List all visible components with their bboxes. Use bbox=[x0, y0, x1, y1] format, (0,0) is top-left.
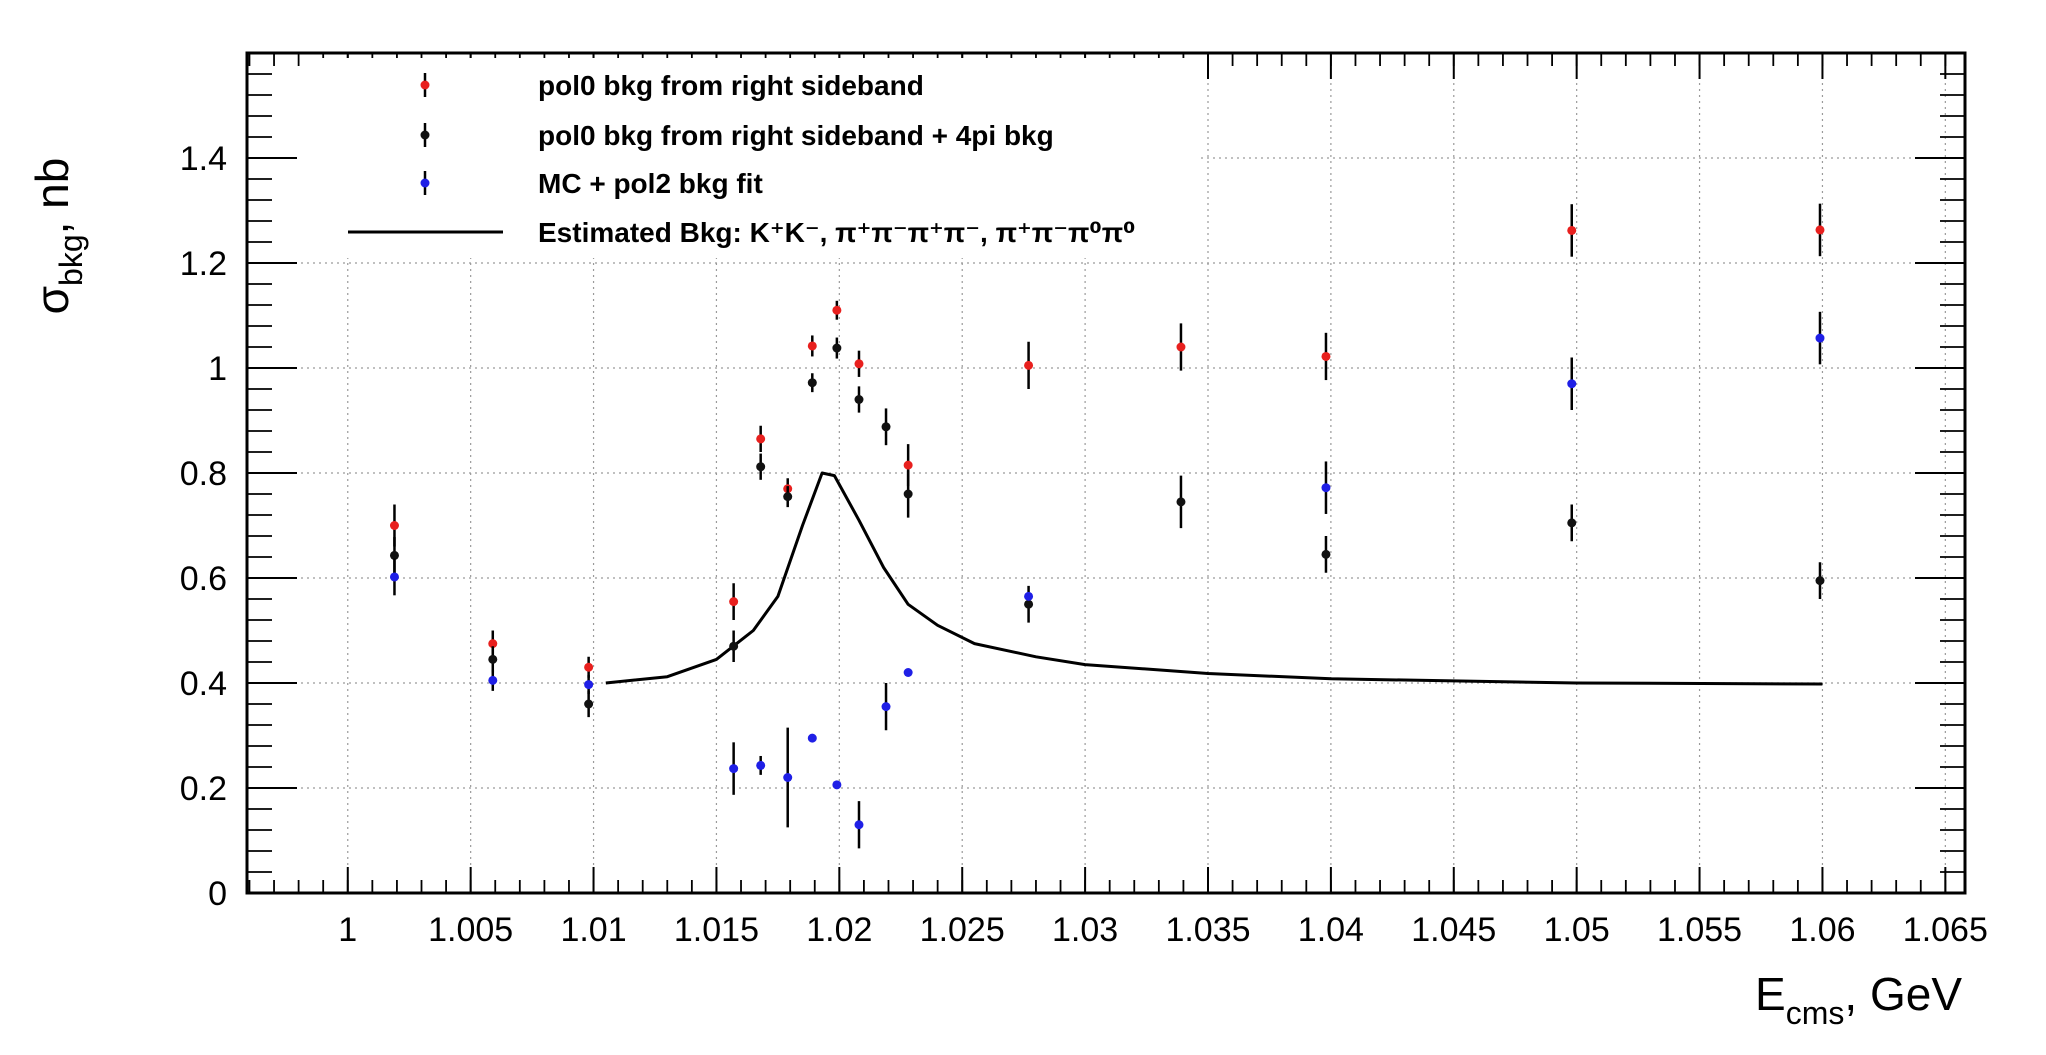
y-tick-label: 0.2 bbox=[180, 770, 227, 808]
y-tick-label: 1.4 bbox=[180, 140, 227, 178]
y-axis-title-main: σ bbox=[26, 286, 78, 314]
x-axis-title: Ecms, GeV bbox=[1755, 968, 1962, 1031]
data-point bbox=[1176, 497, 1186, 507]
x-tick-label: 1.01 bbox=[560, 911, 626, 949]
x-tick-label: 1.02 bbox=[806, 911, 872, 949]
legend-label: Estimated Bkg: K⁺K⁻, π⁺π⁻π⁺π⁻, π⁺π⁻π⁰π⁰ bbox=[538, 217, 1135, 248]
series-2-points bbox=[389, 311, 1825, 849]
y-tick-label: 1 bbox=[208, 350, 227, 388]
data-point bbox=[584, 662, 594, 672]
data-point bbox=[783, 492, 793, 502]
data-point bbox=[807, 378, 817, 388]
data-point bbox=[1024, 599, 1034, 609]
y-tick-label: 0.4 bbox=[180, 665, 227, 703]
x-tick-label: 1.035 bbox=[1165, 911, 1250, 949]
data-point bbox=[807, 341, 817, 351]
data-point bbox=[1024, 360, 1034, 370]
x-axis-title-rest: , GeV bbox=[1844, 968, 1962, 1020]
data-point bbox=[832, 780, 842, 790]
data-point bbox=[807, 733, 817, 743]
x-tick-label: 1.055 bbox=[1657, 911, 1742, 949]
data-point bbox=[1815, 333, 1825, 343]
data-point bbox=[1567, 518, 1577, 528]
data-point bbox=[1176, 342, 1186, 352]
data-point bbox=[832, 343, 842, 353]
x-tick-label: 1.015 bbox=[674, 911, 759, 949]
data-point bbox=[1321, 549, 1331, 559]
data-point bbox=[488, 639, 498, 649]
y-axis-title-sub: bkg bbox=[53, 234, 89, 286]
data-point bbox=[1815, 576, 1825, 586]
data-point bbox=[756, 462, 766, 472]
data-point bbox=[389, 550, 399, 560]
legend-label: pol0 bkg from right sideband + 4pi bkg bbox=[538, 120, 1054, 151]
estimated-bkg-curve-group bbox=[605, 471, 1823, 686]
data-point bbox=[584, 680, 594, 690]
x-tick-label: 1.045 bbox=[1411, 911, 1496, 949]
x-tick-label: 1.065 bbox=[1903, 911, 1988, 949]
data-point bbox=[389, 572, 399, 582]
x-tick-labels: 1 1.005 1.01 1.015 1.02 1.025 1.03 1.035 1.04 1.0… bbox=[338, 911, 1988, 949]
data-point bbox=[584, 699, 594, 709]
y-tick-label: 0 bbox=[208, 875, 227, 913]
legend-background bbox=[300, 58, 1200, 258]
data-point bbox=[1024, 591, 1034, 601]
data-point bbox=[1567, 225, 1577, 235]
data-point bbox=[854, 820, 864, 830]
data-point bbox=[881, 422, 891, 432]
x-tick-label: 1.025 bbox=[920, 911, 1005, 949]
data-point bbox=[729, 641, 739, 651]
data-point bbox=[854, 395, 864, 404]
data-point bbox=[389, 521, 399, 530]
series-0-points bbox=[389, 203, 1825, 678]
estimated-bkg-curve bbox=[605, 471, 1823, 686]
data-point bbox=[1815, 225, 1825, 235]
data-point bbox=[881, 702, 891, 712]
legend-label: pol0 bkg from right sideband bbox=[538, 70, 924, 101]
y-tick-label: 0.6 bbox=[180, 560, 227, 598]
x-tick-label: 1.04 bbox=[1298, 911, 1364, 949]
data-point bbox=[1567, 379, 1577, 389]
data-point bbox=[1321, 483, 1331, 493]
y-tick-labels: 0 0.2 0.4 0.6 0.8 1 1.2 1.4 bbox=[180, 140, 227, 913]
y-axis-title-rest: , nb bbox=[26, 158, 78, 235]
data-point bbox=[488, 675, 498, 685]
plot-frame bbox=[245, 51, 1967, 895]
y-tick-label: 1.2 bbox=[180, 245, 227, 283]
data-point bbox=[903, 489, 913, 499]
y-axis-title: σbkg, nb bbox=[26, 158, 89, 315]
x-tick-label: 1.005 bbox=[428, 911, 513, 949]
x-axis-title-sub: cms bbox=[1786, 995, 1845, 1031]
legend: pol0 bkg from right sideband pol0 bkg fro… bbox=[300, 58, 1200, 258]
x-axis-title-main: E bbox=[1755, 968, 1786, 1020]
data-point bbox=[756, 760, 766, 770]
y-tick-label: 0.8 bbox=[180, 455, 227, 493]
data-point bbox=[903, 668, 913, 677]
series-1-points bbox=[389, 337, 1825, 718]
data-point bbox=[832, 305, 842, 315]
x-tick-label: 1.06 bbox=[1789, 911, 1855, 949]
data-point bbox=[729, 764, 739, 774]
data-point bbox=[756, 434, 766, 444]
x-tick-label: 1.05 bbox=[1544, 911, 1610, 949]
x-tick-label: 1.03 bbox=[1052, 911, 1118, 949]
legend-label: MC + pol2 bkg fit bbox=[538, 168, 763, 199]
data-point bbox=[903, 460, 913, 470]
legend-marker bbox=[420, 178, 430, 188]
data-point bbox=[488, 654, 498, 664]
data-points bbox=[389, 203, 1825, 849]
x-tick-label: 1 bbox=[338, 911, 357, 949]
legend-marker bbox=[420, 80, 430, 90]
data-point bbox=[729, 597, 739, 607]
legend-marker bbox=[420, 130, 430, 140]
data-point bbox=[854, 359, 864, 369]
data-point bbox=[1321, 351, 1331, 361]
data-point bbox=[783, 773, 793, 782]
